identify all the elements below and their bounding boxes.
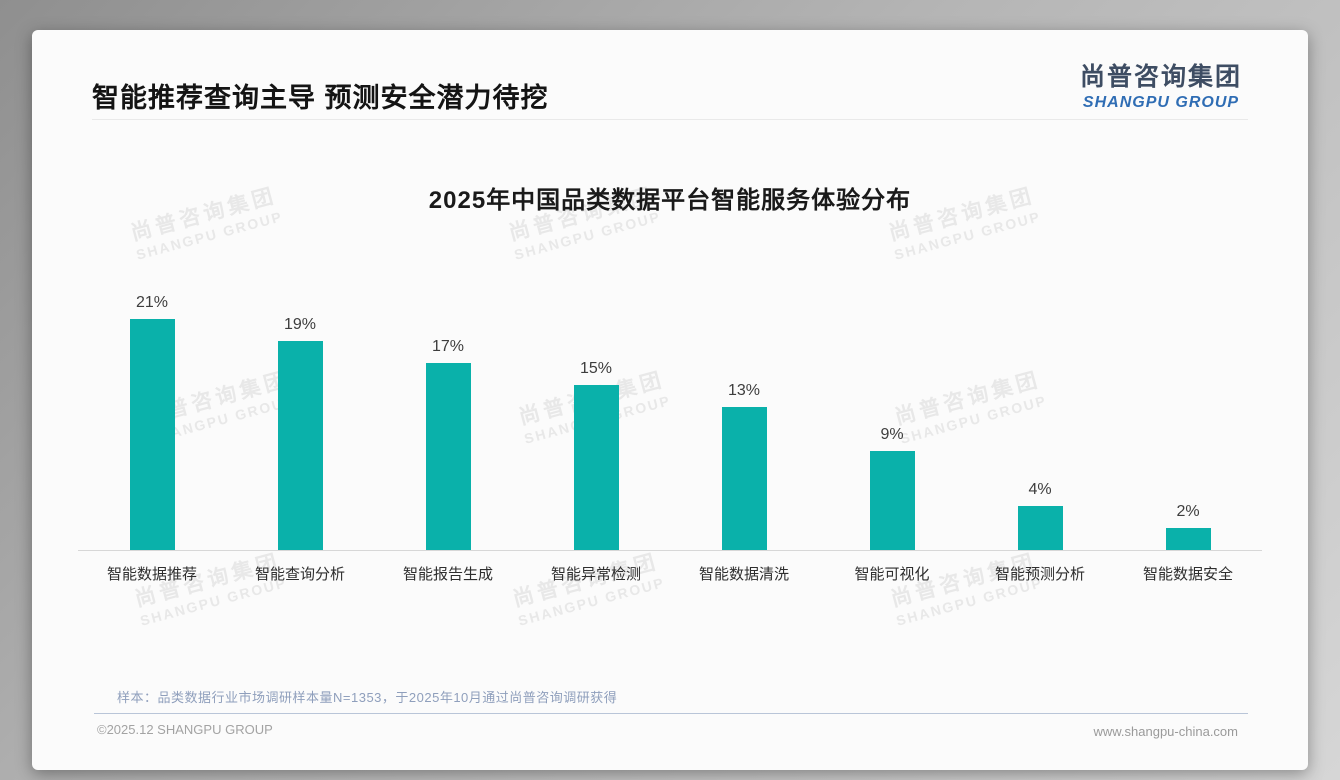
company-logo: 尚普咨询集团 SHANGPU GROUP [1080,57,1242,112]
category-label: 智能数据清洗 [698,566,789,583]
bar [277,341,323,550]
bar [1165,528,1211,550]
category-label: 智能查询分析 [254,566,345,583]
bar-group: 17% [374,270,522,550]
bar-value-label: 19% [283,316,317,333]
copyright-text: ©2025.12 SHANGPU GROUP [97,722,273,737]
bar-group: 19% [226,270,374,550]
bar-group: 13% [670,270,818,550]
bar [573,385,619,550]
bar-value-label: 13% [727,382,761,399]
footer-divider [94,713,1248,714]
bar-group: 15% [522,270,670,550]
bar-value-label: 15% [579,360,613,377]
chart-title: 2025年中国品类数据平台智能服务体验分布 [428,187,912,214]
bar-group: 4% [966,270,1114,550]
page-title: 智能推荐查询主导 预测安全潜力待挖 [92,83,549,113]
category-label: 智能数据安全 [1142,566,1233,583]
slide-card: 尚普咨询集团 SHANGPU GROUP 尚普咨询集团 SHANGPU GROU… [32,30,1308,770]
watermark: 尚普咨询集团 SHANGPU GROUP [887,545,1045,629]
watermark: 尚普咨询集团 SHANGPU GROUP [131,545,289,629]
bar-chart-plot-area: 21% 19% 17% 15% 13% 9% 4% 2% [78,270,1262,551]
watermark-en: SHANGPU GROUP [134,208,285,263]
header-divider [92,119,1248,120]
category-label: 智能可视化 [854,566,930,583]
bar-value-label: 4% [1028,481,1052,498]
website-text: www.shangpu-china.com [1093,724,1238,739]
logo-chinese-name: 尚普咨询集团 [1079,63,1242,91]
bar-value-label: 21% [135,294,169,311]
category-label: 智能预测分析 [994,566,1085,583]
bar-group: 9% [818,270,966,550]
logo-english-name: SHANGPU GROUP [1082,94,1240,111]
watermark-en: SHANGPU GROUP [512,208,663,263]
bar [721,407,767,550]
bar-value-label: 17% [431,338,465,355]
bar-value-label: 9% [880,426,904,443]
bar-group: 2% [1114,270,1262,550]
category-axis-labels: 智能数据推荐 智能查询分析 智能报告生成 智能异常检测 智能数据清洗 智能可视化 智能预测分… [78,563,1262,584]
category-label: 智能数据推荐 [106,566,197,583]
category-label: 智能异常检测 [550,566,641,583]
bar [129,319,175,550]
bar [425,363,471,550]
bar [1017,506,1063,550]
watermark-en: SHANGPU GROUP [892,208,1043,263]
bar-value-label: 2% [1176,503,1200,520]
bar-group: 21% [78,270,226,550]
category-label: 智能报告生成 [402,566,493,583]
watermark: 尚普咨询集团 SHANGPU GROUP [509,545,667,629]
sample-note: 样本：品类数据行业市场调研样本量N=1353，于2025年10月通过尚普咨询调研… [117,690,618,705]
bar [869,451,915,550]
